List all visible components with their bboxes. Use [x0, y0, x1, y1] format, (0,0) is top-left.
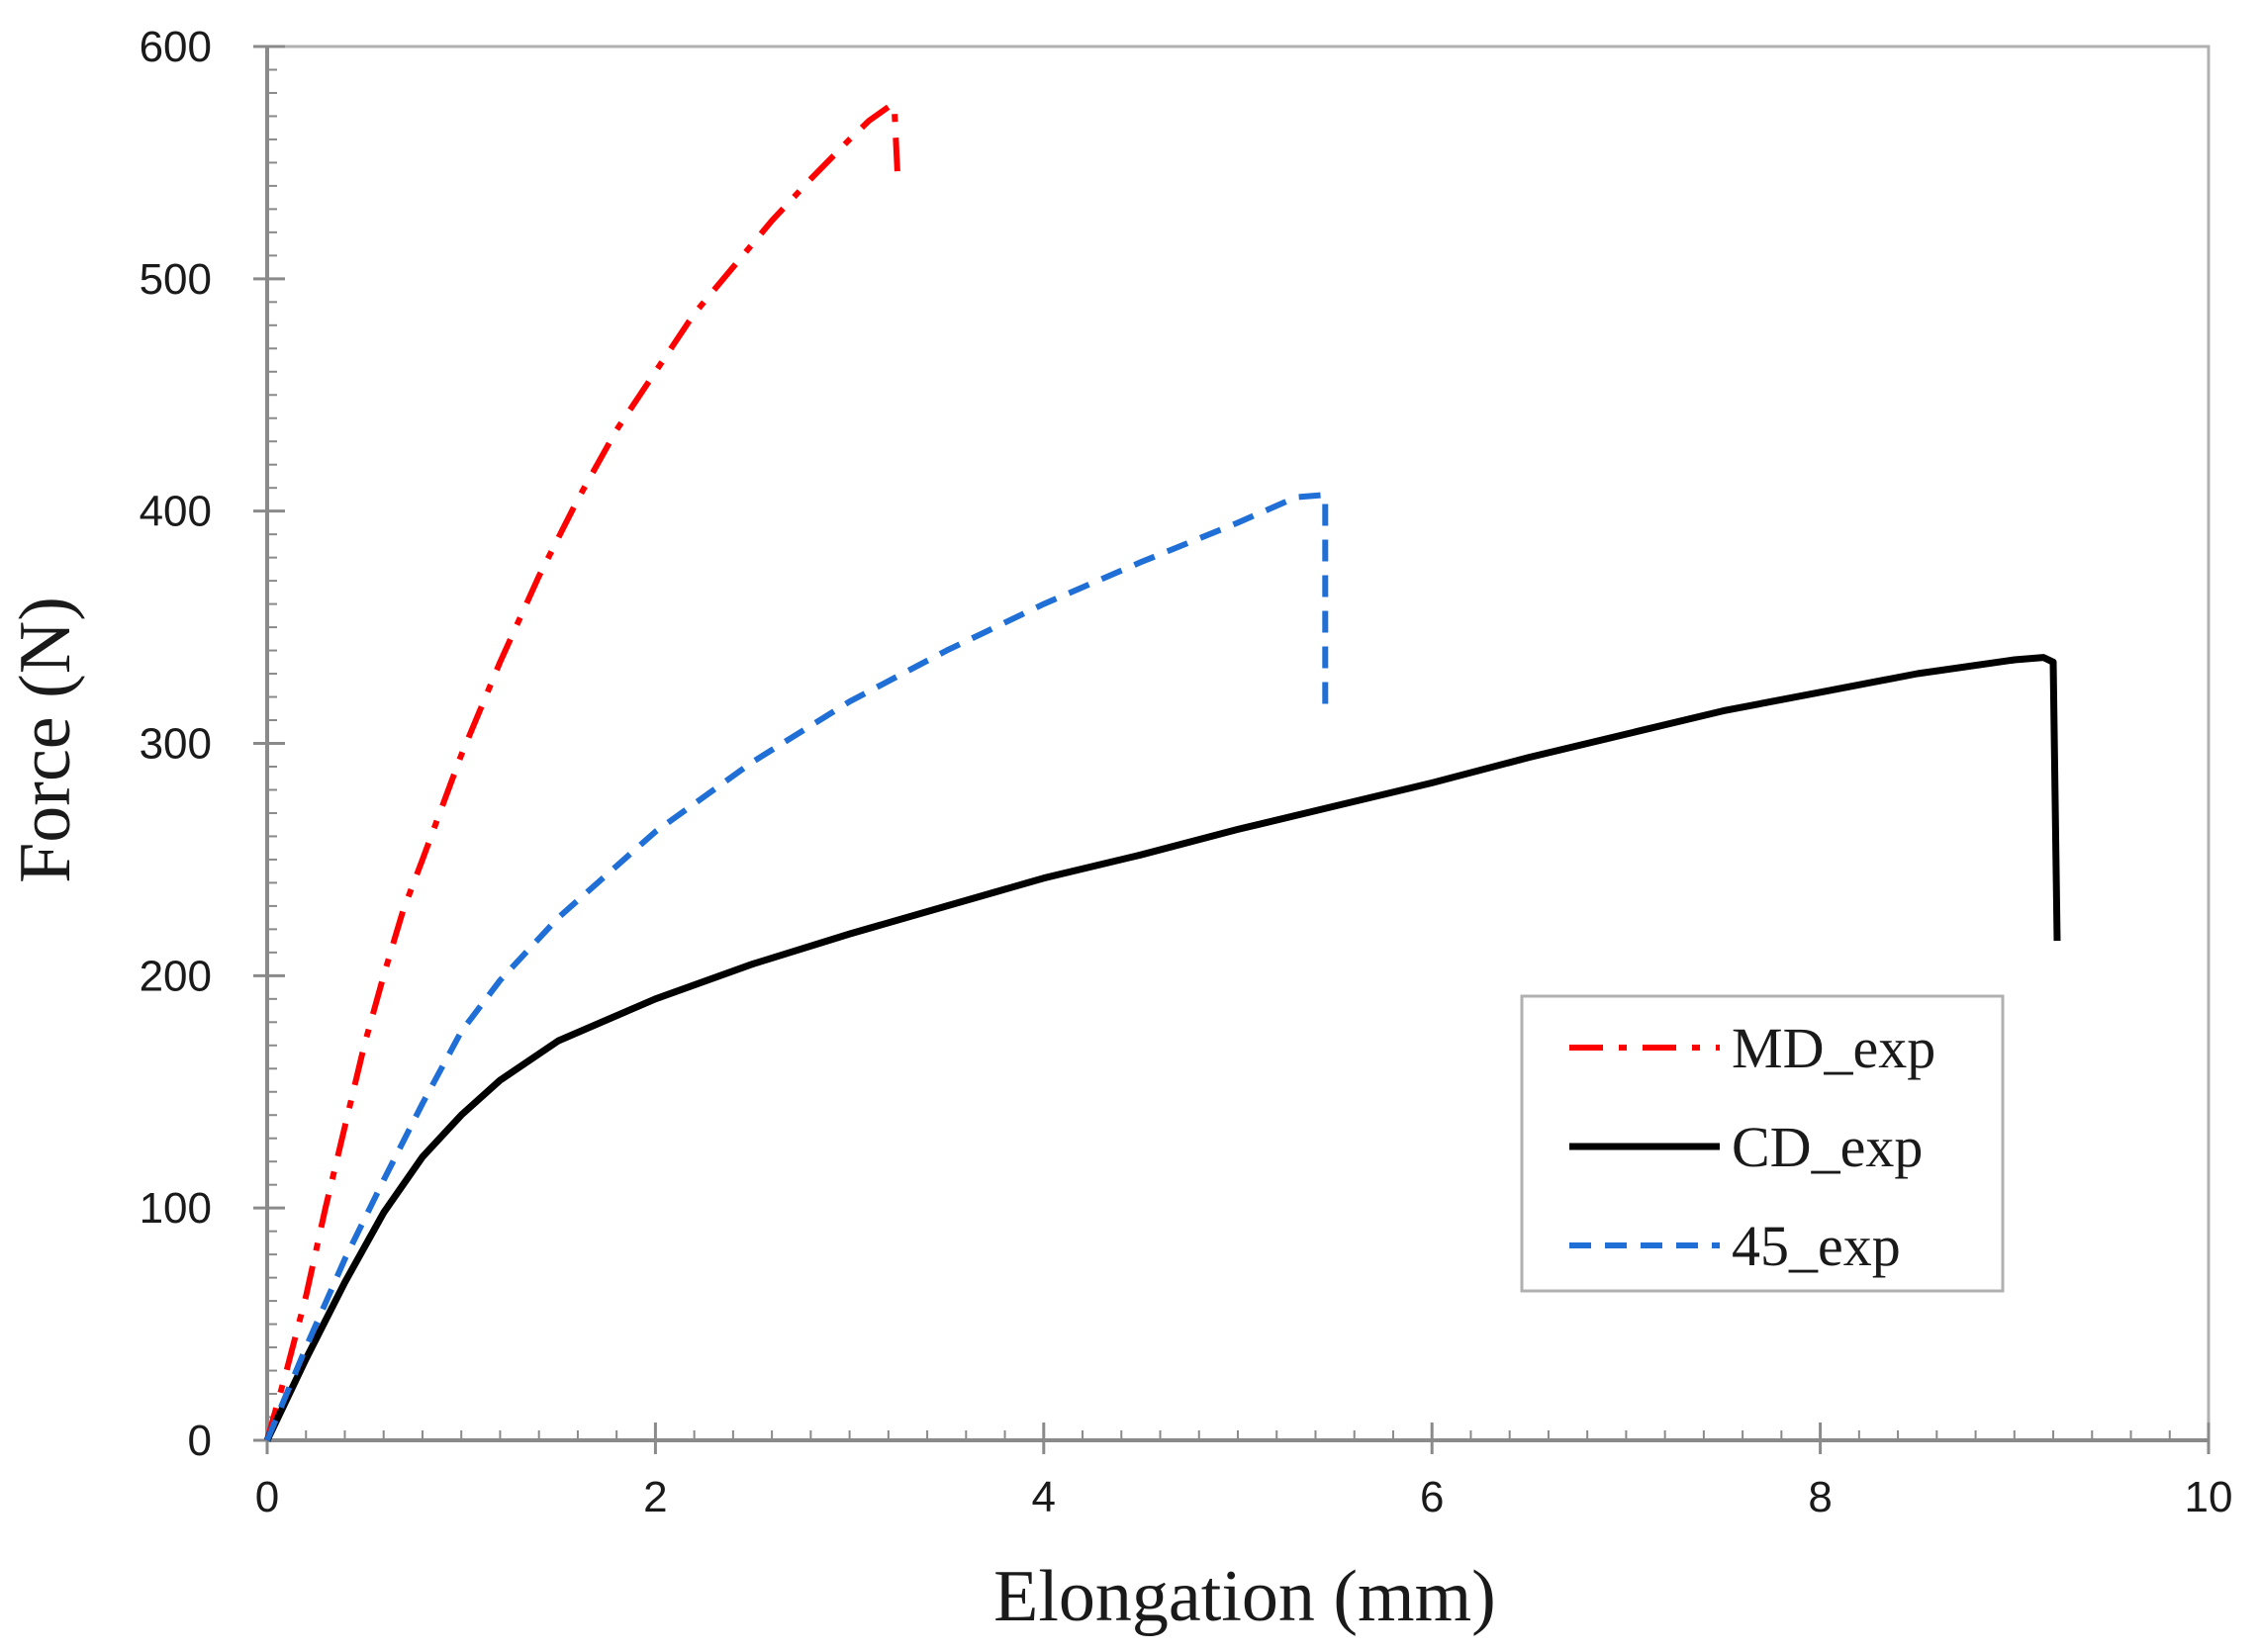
y-tick-label: 100	[140, 1184, 212, 1233]
y-tick-label: 0	[188, 1417, 212, 1465]
series-line-md-exp	[264, 101, 901, 1441]
x-tick-label: 10	[2185, 1473, 2233, 1521]
y-tick-label: 200	[140, 952, 212, 1000]
y-tick-label: 300	[140, 720, 212, 769]
series-line-45-exp	[264, 492, 1329, 1442]
x-axis-title: Elongation (mm)	[993, 1556, 1496, 1637]
y-tick-label: 600	[140, 23, 212, 71]
x-tick-label: 4	[1032, 1473, 1056, 1521]
y-tick-label: 500	[140, 255, 212, 304]
legend-label: CD_exp	[1732, 1115, 1923, 1179]
x-tick-label: 2	[643, 1473, 667, 1521]
x-tick-label: 6	[1420, 1473, 1444, 1521]
series-line-cd-exp	[263, 654, 2061, 1442]
legend-label: MD_exp	[1732, 1016, 1935, 1080]
x-tick-label: 0	[255, 1473, 279, 1521]
y-axis-title: Force (N)	[5, 597, 86, 883]
y-tick-label: 400	[140, 488, 212, 536]
legend-label: 45_exp	[1732, 1214, 1901, 1278]
x-tick-label: 8	[1808, 1473, 1832, 1521]
